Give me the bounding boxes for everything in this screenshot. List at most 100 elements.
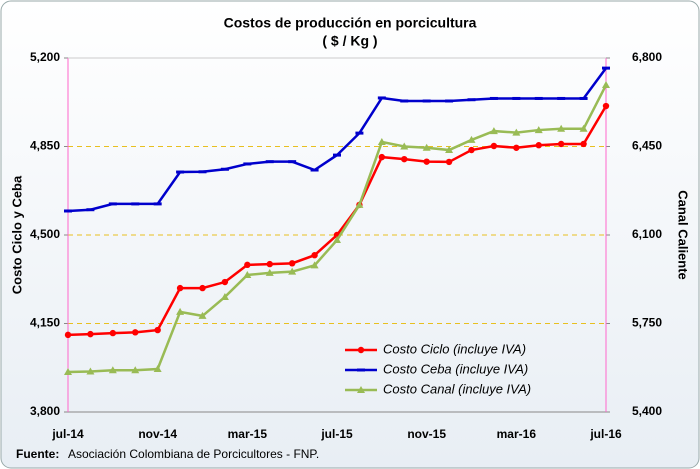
data-point — [198, 311, 207, 319]
data-point — [467, 135, 476, 143]
data-point — [534, 96, 543, 100]
data-point — [153, 365, 162, 373]
data-point — [557, 96, 566, 100]
legend-label: Costo Ceba (incluye IVA) — [383, 361, 528, 376]
data-point — [489, 96, 498, 100]
data-point — [153, 202, 162, 206]
data-point — [512, 128, 521, 136]
chart-title: Costos de producción en porcicultura — [224, 15, 477, 31]
data-point — [534, 126, 543, 134]
y2-tick-label: 5,750 — [632, 316, 662, 330]
data-point — [220, 167, 229, 171]
x-tick-label: jul-16 — [589, 427, 622, 441]
data-point — [512, 96, 521, 100]
data-point — [468, 146, 475, 154]
chart-subtitle: ( $ / Kg ) — [322, 33, 377, 49]
data-point — [333, 153, 341, 157]
data-point — [557, 124, 566, 132]
data-point — [423, 158, 430, 165]
data-point — [400, 142, 409, 150]
data-point — [87, 330, 94, 338]
data-point — [154, 326, 161, 334]
data-point — [199, 284, 206, 292]
x-tick-label: mar-15 — [228, 427, 268, 441]
data-point — [422, 99, 431, 103]
data-point — [489, 127, 498, 135]
data-point — [333, 236, 341, 244]
y2-axis-title: Canal Caliente — [676, 190, 691, 280]
data-point — [311, 252, 318, 259]
y-tick-label: 4,500 — [30, 227, 60, 241]
data-point — [445, 158, 453, 166]
data-point — [198, 170, 207, 174]
x-tick-label: jul-15 — [320, 427, 353, 441]
data-point — [355, 131, 364, 135]
legend-label: Costo Ciclo (incluye IVA) — [383, 341, 526, 356]
data-point — [310, 261, 319, 269]
data-point — [445, 99, 454, 103]
data-point — [535, 142, 542, 149]
data-point — [378, 153, 386, 161]
data-point — [602, 81, 610, 89]
data-point — [64, 209, 72, 213]
data-point — [288, 267, 297, 275]
data-point — [108, 366, 117, 374]
data-point — [131, 366, 140, 374]
data-point — [64, 331, 72, 339]
data-point — [467, 98, 476, 102]
data-point — [131, 202, 140, 206]
data-point — [377, 137, 386, 145]
data-point — [310, 168, 319, 172]
y2-tick-label: 6,450 — [632, 139, 662, 153]
data-point — [221, 278, 229, 286]
data-point — [244, 261, 251, 269]
y2-tick-label: 5,400 — [632, 404, 662, 418]
data-point — [445, 146, 454, 154]
source-label: Fuente: — [16, 447, 59, 461]
y2-tick-label: 6,800 — [632, 50, 662, 64]
x-tick-label: nov-15 — [407, 427, 446, 441]
data-point — [580, 140, 587, 148]
data-point — [64, 368, 72, 376]
y-tick-label: 3,800 — [30, 404, 60, 418]
source: Asociación Colombiana de Porcicultores -… — [68, 447, 319, 461]
legend-label: Costo Canal (incluye IVA) — [383, 381, 531, 396]
data-point — [176, 284, 184, 292]
data-point — [86, 208, 95, 212]
data-point — [86, 367, 95, 375]
data-point — [602, 102, 610, 110]
data-point — [602, 66, 610, 70]
data-point — [243, 270, 252, 278]
y-axis-title: Costo Ciclo y Ceba — [9, 175, 24, 294]
data-point — [288, 260, 296, 267]
y2-tick-label: 6,100 — [632, 227, 662, 241]
data-point — [377, 96, 386, 100]
x-tick-label: nov-14 — [138, 427, 177, 441]
y-tick-label: 5,200 — [30, 50, 60, 64]
data-point — [220, 292, 229, 300]
legend-marker — [357, 386, 365, 393]
data-point — [109, 329, 117, 337]
legend-marker — [357, 346, 365, 354]
data-point — [243, 162, 252, 166]
data-point — [266, 260, 273, 268]
data-point — [490, 142, 498, 150]
x-tick-label: jul-14 — [51, 427, 84, 441]
x-tick-label: mar-16 — [497, 427, 537, 441]
data-point — [513, 144, 520, 151]
y-tick-label: 4,850 — [30, 139, 60, 153]
data-point — [400, 99, 409, 103]
data-point — [579, 96, 588, 100]
data-point — [422, 143, 431, 151]
data-point — [355, 200, 364, 208]
y-tick-label: 4,150 — [30, 316, 60, 330]
legend-marker — [357, 368, 365, 372]
data-point — [265, 268, 274, 276]
data-point — [265, 160, 274, 164]
data-point — [401, 155, 408, 163]
data-point — [108, 202, 117, 206]
data-point — [557, 140, 565, 148]
data-point — [132, 329, 139, 336]
data-point — [176, 307, 185, 315]
